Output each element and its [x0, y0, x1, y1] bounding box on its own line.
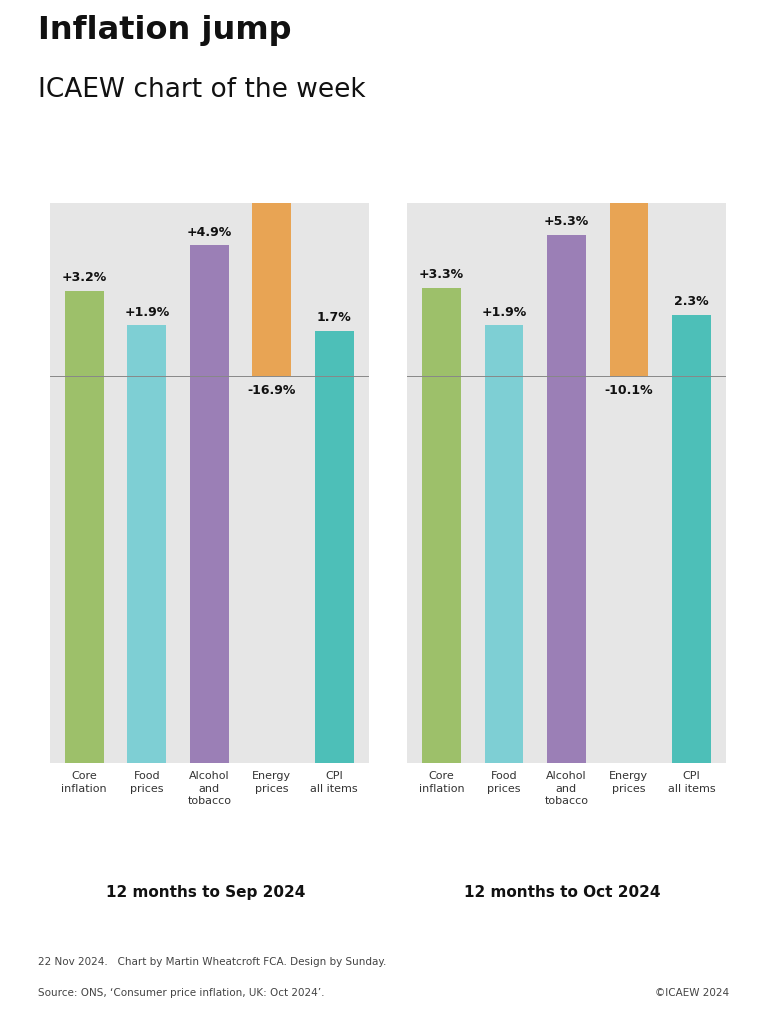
Bar — [547, 234, 586, 763]
Text: 1.7%: 1.7% — [317, 311, 352, 324]
Text: +1.9%: +1.9% — [124, 306, 170, 318]
Text: -16.9%: -16.9% — [247, 384, 296, 397]
Text: ICAEW chart of the week: ICAEW chart of the week — [38, 78, 366, 103]
Text: ©ICAEW 2024: ©ICAEW 2024 — [655, 988, 730, 998]
Text: Inflation jump: Inflation jump — [38, 15, 292, 46]
Bar — [127, 326, 166, 763]
Text: +5.3%: +5.3% — [544, 215, 589, 228]
Bar — [672, 314, 710, 763]
Bar — [253, 203, 291, 376]
Bar — [422, 288, 461, 763]
Text: Source: ONS, ‘Consumer price inflation, UK: Oct 2024’.: Source: ONS, ‘Consumer price inflation, … — [38, 988, 325, 998]
Bar — [610, 203, 648, 376]
Bar — [65, 291, 104, 763]
Bar — [485, 326, 523, 763]
Text: -10.1%: -10.1% — [604, 384, 654, 397]
Text: 22 Nov 2024.   Chart by Martin Wheatcroft FCA. Design by Sunday.: 22 Nov 2024. Chart by Martin Wheatcroft … — [38, 957, 387, 968]
Text: +3.3%: +3.3% — [419, 268, 464, 282]
Bar — [315, 331, 353, 763]
Text: 12 months to Oct 2024: 12 months to Oct 2024 — [465, 885, 660, 900]
Text: 2.3%: 2.3% — [674, 295, 709, 308]
Text: +4.9%: +4.9% — [187, 225, 232, 239]
Bar — [190, 246, 229, 763]
Text: 12 months to Sep 2024: 12 months to Sep 2024 — [106, 885, 305, 900]
Text: +3.2%: +3.2% — [61, 271, 107, 284]
Text: +1.9%: +1.9% — [482, 306, 527, 318]
